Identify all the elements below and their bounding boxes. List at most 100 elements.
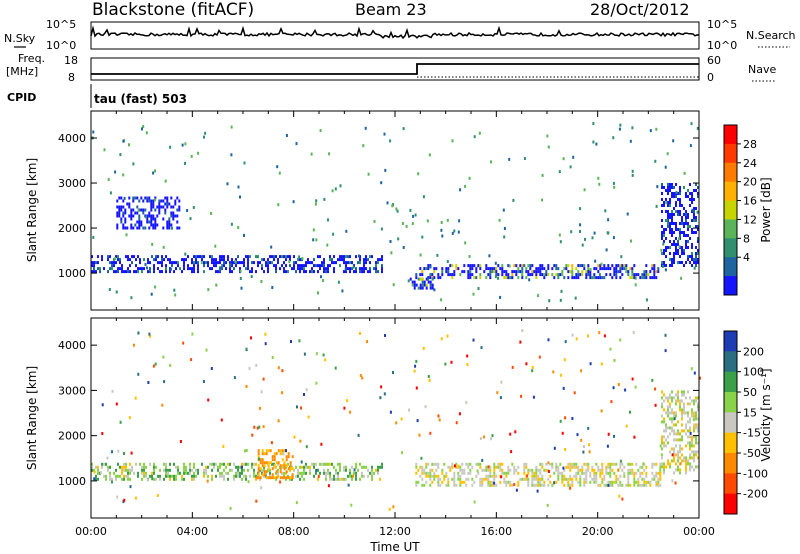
data-cell — [447, 483, 450, 487]
data-cell — [689, 453, 691, 457]
data-cell — [667, 462, 669, 466]
data-cell — [115, 468, 117, 472]
data-cell — [637, 480, 640, 484]
data-cell — [677, 420, 679, 424]
colorbar-swatch — [724, 392, 737, 413]
data-cell — [261, 461, 264, 465]
data-cell — [546, 134, 549, 138]
data-cell — [128, 143, 130, 147]
data-cell — [669, 393, 671, 397]
data-cell — [429, 471, 432, 475]
data-cell — [679, 186, 681, 189]
data-cell — [675, 423, 677, 427]
data-cell — [177, 465, 179, 469]
data-cell — [381, 462, 383, 466]
data-cell — [299, 267, 301, 271]
data-cell — [352, 474, 355, 478]
y-tick-label: 2000 — [58, 430, 86, 443]
data-cell — [444, 362, 447, 366]
colorbar-swatch — [724, 493, 737, 515]
data-cell — [317, 477, 319, 481]
colorbar-swatch — [724, 453, 737, 474]
data-cell — [281, 465, 283, 469]
data-cell — [605, 273, 608, 277]
data-cell — [523, 465, 526, 469]
data-cell — [663, 204, 665, 207]
data-cell — [419, 474, 422, 478]
data-cell — [337, 471, 339, 475]
data-cell — [593, 471, 596, 475]
data-cell — [571, 273, 574, 277]
data-cell — [661, 183, 663, 186]
data-cell — [97, 471, 99, 475]
data-cell — [489, 276, 492, 280]
data-cell — [667, 414, 669, 418]
data-cell — [509, 432, 512, 436]
data-cell — [233, 462, 235, 466]
data-cell — [158, 202, 161, 206]
data-cell — [675, 252, 677, 255]
data-cell — [115, 261, 117, 265]
data-cell — [472, 338, 475, 342]
noise-tick-left-top: 10^5 — [46, 18, 76, 31]
data-cell — [334, 366, 337, 370]
data-cell — [203, 270, 205, 274]
data-cell — [683, 456, 685, 460]
data-cell — [424, 405, 427, 409]
data-cell — [543, 468, 546, 472]
data-cell — [245, 462, 247, 466]
data-cell — [669, 201, 671, 204]
data-cell — [513, 270, 516, 274]
data-cell — [260, 390, 263, 394]
data-cell — [677, 465, 679, 469]
data-cell — [333, 474, 335, 478]
data-cell — [93, 477, 96, 481]
data-cell — [117, 474, 119, 478]
data-cell — [145, 474, 147, 478]
data-cell — [415, 483, 418, 487]
data-cell — [169, 258, 171, 262]
data-cell — [121, 471, 123, 475]
data-cell — [283, 267, 285, 271]
data-cell — [175, 465, 177, 469]
data-cell — [421, 286, 424, 290]
data-cell — [253, 425, 256, 429]
data-cell — [669, 264, 671, 267]
data-cell — [176, 196, 179, 200]
data-cell — [381, 264, 383, 268]
data-cell — [261, 473, 264, 477]
data-cell — [421, 277, 424, 281]
data-cell — [697, 252, 699, 255]
data-cell — [569, 270, 572, 274]
data-cell — [603, 276, 606, 280]
data-cell — [145, 465, 147, 469]
data-cell — [687, 402, 689, 406]
data-cell — [687, 195, 689, 198]
data-cell — [233, 261, 235, 265]
data-cell — [564, 448, 567, 451]
data-cell — [679, 231, 681, 234]
data-cell — [671, 183, 673, 186]
data-cell — [111, 480, 113, 484]
data-cell — [599, 276, 602, 280]
data-cell — [547, 264, 550, 268]
data-cell — [695, 231, 697, 234]
data-cell — [574, 296, 577, 300]
data-cell — [93, 267, 95, 271]
data-cell — [141, 127, 143, 131]
data-cell — [161, 264, 163, 268]
data-cell — [691, 258, 693, 261]
data-cell — [494, 261, 497, 265]
data-cell — [241, 477, 243, 481]
data-cell — [453, 474, 456, 478]
data-cell — [296, 405, 298, 409]
data-cell — [395, 421, 398, 425]
data-cell — [653, 462, 656, 466]
data-cell — [132, 226, 135, 230]
data-cell — [685, 471, 687, 475]
data-cell — [619, 474, 622, 478]
data-cell — [667, 210, 669, 213]
data-cell — [295, 501, 298, 505]
data-cell — [527, 264, 530, 268]
data-cell — [595, 267, 598, 271]
